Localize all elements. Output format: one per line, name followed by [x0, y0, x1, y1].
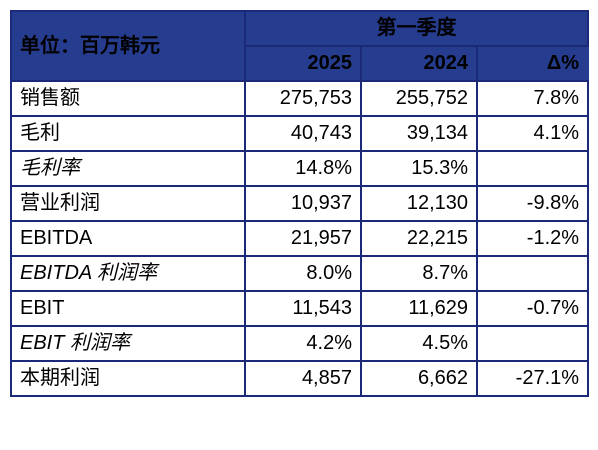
- table-row: 毛利 40,743 39,134 4.1%: [10, 115, 590, 152]
- value-2024: 4.5%: [360, 325, 478, 362]
- table-row: 毛利率 14.8% 15.3%: [10, 150, 590, 187]
- row-label: 毛利率: [10, 150, 246, 187]
- value-2025: 10,937: [244, 185, 362, 222]
- table-row: EBITDA 21,957 22,215 -1.2%: [10, 220, 590, 257]
- value-2025: 21,957: [244, 220, 362, 257]
- value-2025: 8.0%: [244, 255, 362, 292]
- value-delta: [475, 325, 590, 362]
- row-label: 销售额: [10, 80, 246, 117]
- row-label: EBIT: [10, 290, 246, 327]
- row-label: EBIT 利润率: [10, 325, 246, 362]
- value-delta: [475, 255, 590, 292]
- value-2025: 14.8%: [244, 150, 362, 187]
- value-2024: 6,662: [360, 360, 478, 397]
- column-header-2024: 2024: [360, 45, 478, 82]
- value-2024: 8.7%: [360, 255, 478, 292]
- table-row: EBIT 11,543 11,629 -0.7%: [10, 290, 590, 327]
- column-header-2025: 2025: [244, 45, 362, 82]
- value-delta: -1.2%: [475, 220, 590, 257]
- value-2025: 40,743: [244, 115, 362, 152]
- value-2024: 12,130: [360, 185, 478, 222]
- row-label: EBITDA: [10, 220, 246, 257]
- value-delta: [475, 150, 590, 187]
- row-label: EBITDA 利润率: [10, 255, 246, 292]
- value-2024: 22,215: [360, 220, 478, 257]
- row-label: 毛利: [10, 115, 246, 152]
- unit-label: 单位：百万韩元: [10, 10, 246, 82]
- header-row-period: 单位：百万韩元 第一季度: [10, 10, 590, 82]
- value-2024: 11,629: [360, 290, 478, 327]
- value-2024: 15.3%: [360, 150, 478, 187]
- value-2024: 39,134: [360, 115, 478, 152]
- table-row: 营业利润 10,937 12,130 -9.8%: [10, 185, 590, 222]
- financial-summary-table: 单位：百万韩元 第一季度 2025 2024 Δ% 销售额 275,753 25…: [10, 10, 590, 397]
- column-header-delta: Δ%: [475, 45, 590, 82]
- value-delta: 4.1%: [475, 115, 590, 152]
- header-row-years: 2025 2024 Δ%: [11, 45, 590, 82]
- financial-table-container: 单位：百万韩元 第一季度 2025 2024 Δ% 销售额 275,753 25…: [6, 8, 592, 442]
- value-delta: -9.8%: [475, 185, 590, 222]
- table-row: 本期利润 4,857 6,662 -27.1%: [10, 360, 590, 397]
- value-delta: 7.8%: [475, 80, 590, 117]
- value-2025: 275,753: [244, 80, 362, 117]
- table-row: EBITDA 利润率 8.0% 8.7%: [10, 255, 590, 292]
- table-row: EBIT 利润率 4.2% 4.5%: [10, 325, 590, 362]
- value-2025: 4.2%: [244, 325, 362, 362]
- value-delta: -27.1%: [475, 360, 590, 397]
- value-2025: 4,857: [244, 360, 362, 397]
- row-label: 本期利润: [10, 360, 246, 397]
- table-row: 销售额 275,753 255,752 7.8%: [10, 80, 590, 117]
- value-2024: 255,752: [360, 80, 478, 117]
- value-2025: 11,543: [244, 290, 362, 327]
- period-label: 第一季度: [243, 10, 590, 47]
- row-label: 营业利润: [10, 185, 246, 222]
- value-delta: -0.7%: [475, 290, 590, 327]
